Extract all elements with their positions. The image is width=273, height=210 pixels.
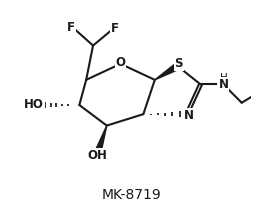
Polygon shape xyxy=(155,63,179,80)
Text: O: O xyxy=(115,56,126,69)
Text: H: H xyxy=(219,73,227,83)
Text: MK-8719: MK-8719 xyxy=(102,188,162,202)
Text: HO: HO xyxy=(24,98,44,112)
Text: S: S xyxy=(174,57,183,70)
Text: OH: OH xyxy=(88,149,108,162)
Text: N: N xyxy=(218,78,229,91)
Text: N: N xyxy=(184,109,194,122)
Text: F: F xyxy=(111,22,119,35)
Text: F: F xyxy=(67,21,75,34)
Polygon shape xyxy=(94,126,107,154)
